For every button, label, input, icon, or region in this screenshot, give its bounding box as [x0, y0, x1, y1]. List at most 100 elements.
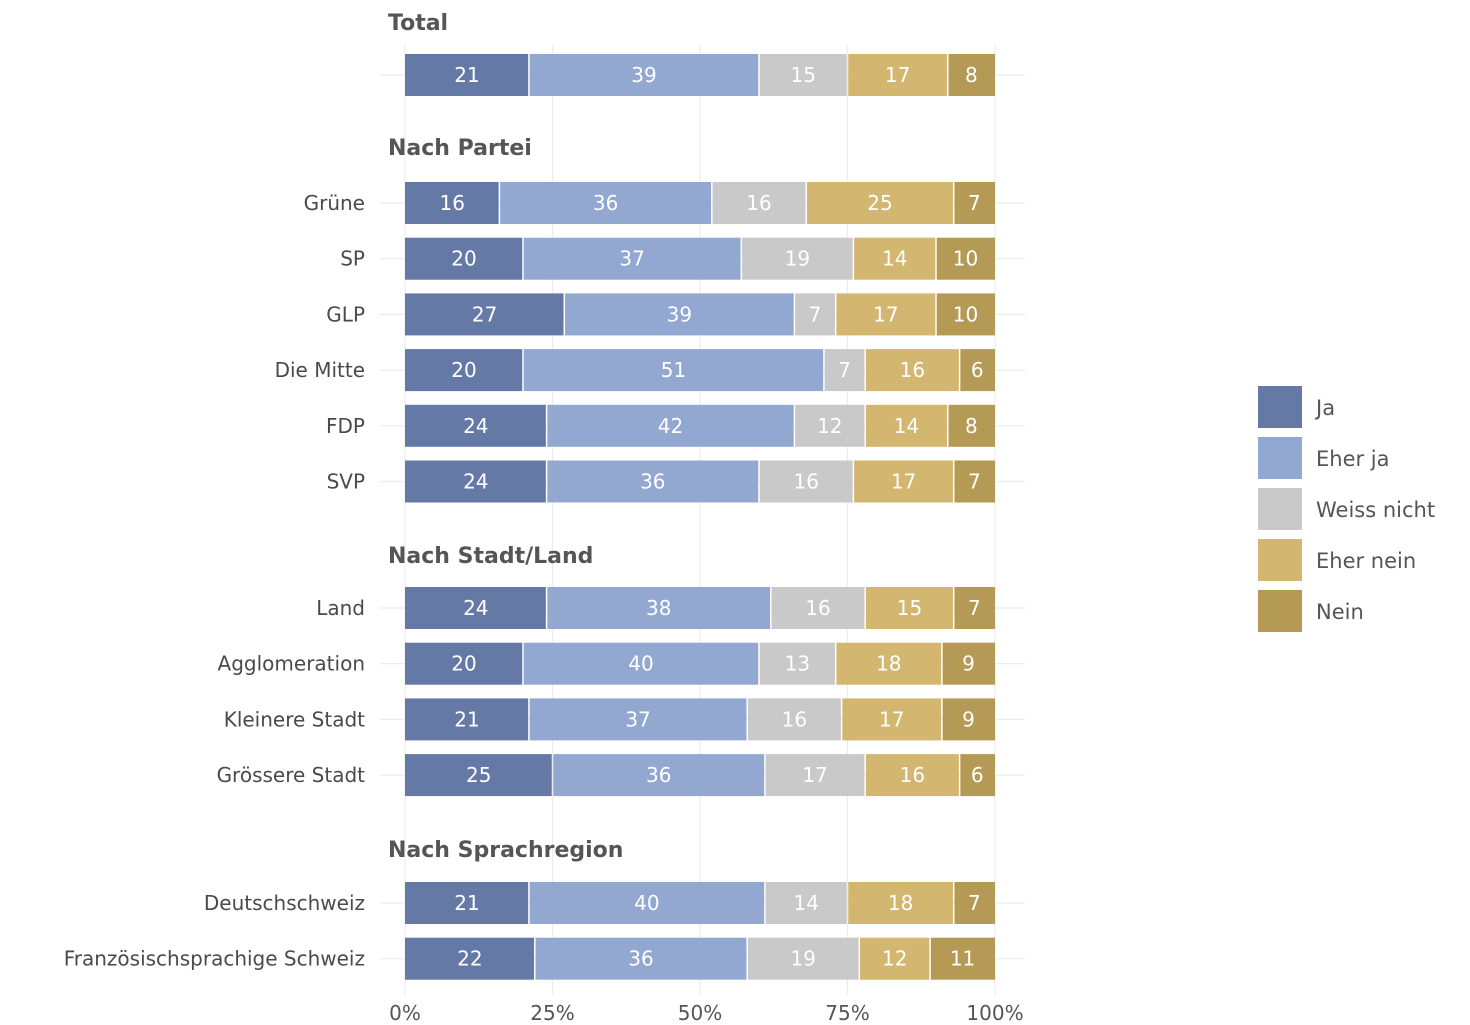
bar-segment: [405, 698, 529, 741]
bar-value-label: 10: [953, 247, 978, 271]
bar-value-label: 19: [785, 247, 810, 271]
bar-segment: [742, 237, 853, 280]
bar-segment: [405, 349, 523, 392]
bar-value-label: 17: [891, 470, 916, 494]
bar-segment: [954, 882, 995, 924]
bar-segment: [806, 182, 953, 224]
bar-segment: [795, 404, 865, 447]
bar-value-label: 24: [463, 414, 488, 438]
bar-value-label: 13: [785, 652, 810, 676]
bar-value-label: 7: [968, 191, 981, 215]
legend-swatch: [1258, 437, 1302, 479]
row-label: Deutschschweiz: [204, 891, 365, 915]
legend-swatch: [1258, 488, 1302, 530]
x-tick-label: 100%: [966, 1001, 1023, 1025]
bar-segment: [747, 937, 859, 980]
bar-segment: [836, 642, 942, 685]
bar-value-label: 8: [965, 414, 978, 438]
bar-segment: [712, 182, 806, 224]
bar-value-label: 25: [466, 763, 491, 787]
bar-value-label: 40: [634, 891, 659, 915]
bar-segment: [405, 937, 535, 980]
bar-segment: [547, 587, 771, 629]
bar-segment: [865, 754, 959, 797]
legend-label: Nein: [1316, 600, 1364, 624]
bar-segment: [405, 754, 552, 797]
bar-value-label: 20: [451, 247, 476, 271]
bar-segment: [523, 349, 824, 392]
bar-segment: [948, 404, 995, 447]
bar-segment: [854, 460, 953, 503]
bar-segment: [795, 293, 835, 336]
bar-value-label: 7: [838, 358, 851, 382]
legend-label: Ja: [1314, 396, 1335, 420]
bar-segment: [529, 54, 759, 96]
bar-value-label: 6: [971, 358, 984, 382]
bar-value-label: 16: [782, 707, 807, 731]
bar-segment: [523, 237, 741, 280]
bar-segment: [759, 54, 847, 96]
bar-value-label: 51: [661, 358, 686, 382]
row-label: Die Mitte: [275, 358, 365, 382]
bar-segment: [765, 882, 847, 924]
bar-segment: [865, 349, 959, 392]
x-tick-label: 75%: [825, 1001, 869, 1025]
bar-segment: [405, 237, 523, 280]
bar-value-label: 42: [658, 414, 683, 438]
bar-segment: [942, 642, 995, 685]
bar-segment: [848, 54, 948, 96]
bar-segment: [842, 698, 942, 741]
x-tick-label: 0%: [389, 1001, 421, 1025]
bar-segment: [960, 754, 995, 797]
bar-value-label: 38: [646, 596, 671, 620]
bar-value-label: 18: [876, 652, 901, 676]
bar-segment: [954, 587, 995, 629]
x-tick-label: 25%: [530, 1001, 574, 1025]
bar-segment: [954, 460, 995, 503]
bar-segment: [405, 460, 546, 503]
bar-segment: [547, 460, 759, 503]
bar-value-label: 16: [793, 470, 818, 494]
bar-segment: [948, 54, 995, 96]
bar-segment: [553, 754, 765, 797]
bar-value-label: 16: [900, 763, 925, 787]
bar-value-label: 17: [879, 707, 904, 731]
bar-value-label: 6: [971, 763, 984, 787]
legend-label: Eher nein: [1316, 549, 1416, 573]
bar-value-label: 14: [894, 414, 919, 438]
bar-segment: [942, 698, 995, 741]
bar-value-label: 37: [625, 707, 650, 731]
bar-segment: [500, 182, 712, 224]
bar-segment: [405, 54, 529, 96]
bar-value-label: 16: [746, 191, 771, 215]
bar-segment: [747, 698, 841, 741]
bar-value-label: 25: [867, 191, 892, 215]
bar-segment: [759, 642, 835, 685]
x-tick-label: 50%: [678, 1001, 722, 1025]
bar-segment: [865, 404, 948, 447]
row-label: SVP: [327, 470, 365, 494]
row-label: Kleinere Stadt: [224, 707, 365, 731]
legend-swatch: [1258, 590, 1302, 632]
bar-value-label: 14: [882, 247, 907, 271]
bar-segment: [529, 882, 765, 924]
bar-value-label: 36: [640, 470, 665, 494]
legend-swatch: [1258, 386, 1302, 428]
bar-value-label: 21: [454, 707, 479, 731]
bar-value-label: 36: [628, 947, 653, 971]
bar-value-label: 14: [793, 891, 818, 915]
bar-value-label: 21: [454, 63, 479, 87]
bar-segment: [405, 293, 564, 336]
row-label: Grüne: [304, 191, 365, 215]
bar-value-label: 39: [667, 302, 692, 326]
row-label: FDP: [326, 414, 365, 438]
group-title: Nach Sprachregion: [388, 838, 623, 863]
bar-value-label: 7: [968, 596, 981, 620]
bar-segment: [405, 642, 523, 685]
legend-swatch: [1258, 539, 1302, 581]
bar-value-label: 17: [885, 63, 910, 87]
row-label: SP: [340, 247, 365, 271]
bar-value-label: 7: [968, 470, 981, 494]
bar-segment: [535, 937, 747, 980]
group-title: Nach Stadt/Land: [388, 544, 593, 569]
